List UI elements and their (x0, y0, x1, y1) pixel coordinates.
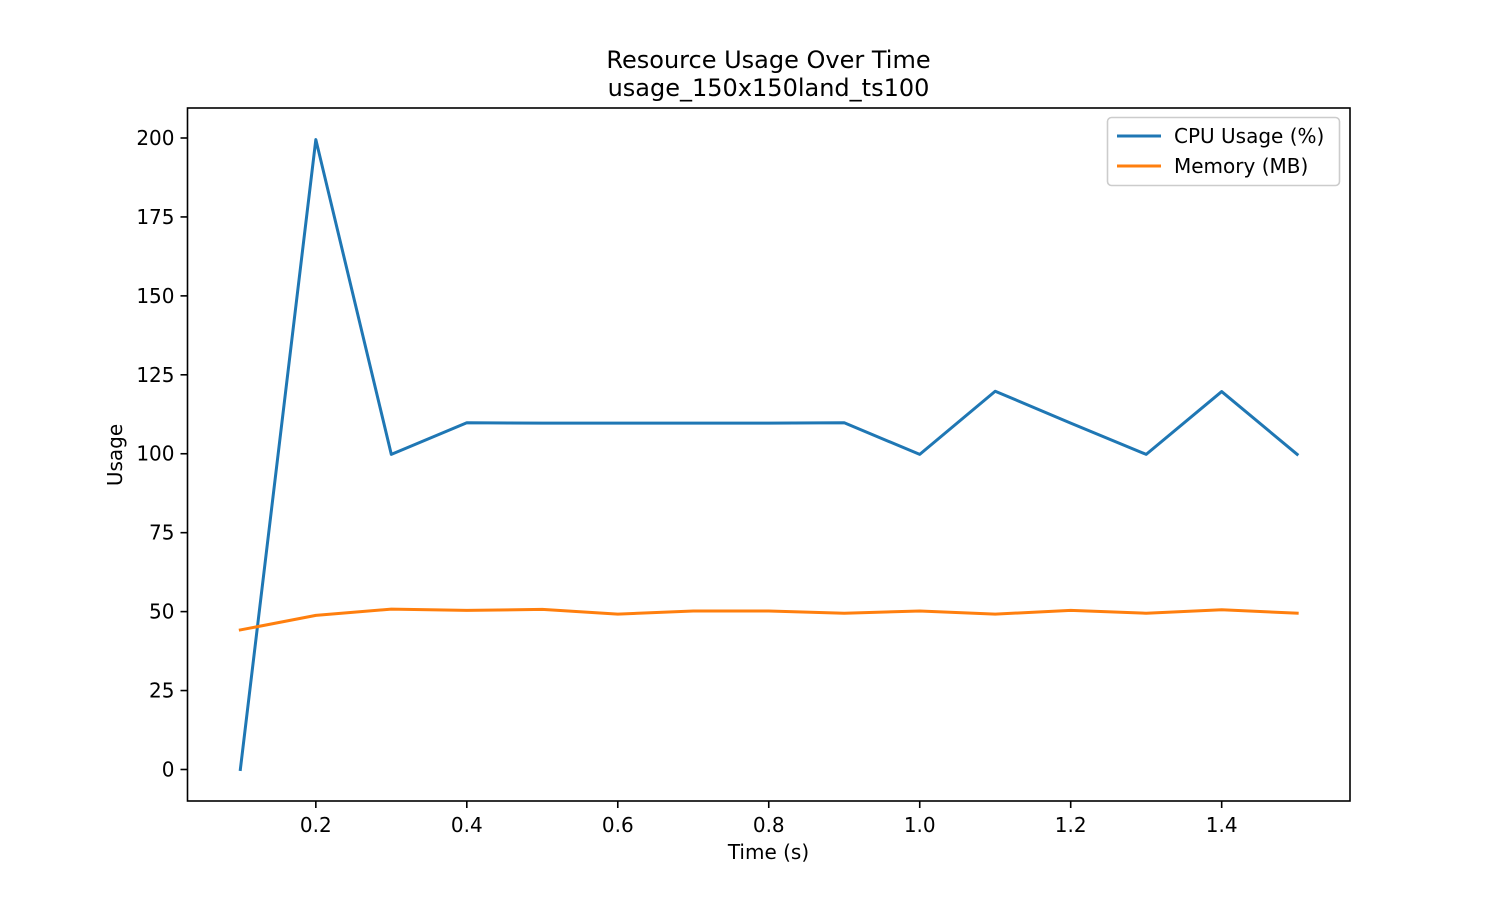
legend-label: Memory (MB) (1174, 154, 1308, 178)
x-tick-label: 1.2 (1055, 813, 1087, 837)
chart-title: Resource Usage Over Time (606, 46, 930, 74)
y-tick-label: 75 (149, 521, 174, 545)
y-tick-label: 50 (149, 600, 174, 624)
legend-label: CPU Usage (%) (1174, 124, 1324, 148)
y-tick-label: 175 (136, 205, 174, 229)
x-tick-label: 0.8 (753, 813, 785, 837)
y-tick-label: 125 (136, 363, 174, 387)
x-tick-label: 0.4 (451, 813, 483, 837)
x-tick-label: 1.4 (1206, 813, 1238, 837)
x-axis: 0.2 0.4 0.6 0.8 1.0 1.2 1.4 (300, 801, 1238, 837)
y-tick-label: 200 (136, 126, 174, 150)
series-group (238, 138, 1300, 772)
legend-box (1106, 116, 1341, 187)
y-tick-label: 25 (149, 679, 174, 703)
y-axis: 0 25 50 75 100 125 150 175 200 (136, 126, 188, 781)
chart-subtitle: usage_150x150land_ts100 (608, 74, 930, 102)
x-tick-label: 0.6 (602, 813, 634, 837)
plot-frame (186, 107, 1351, 802)
x-axis-label: Time (s) (727, 840, 809, 864)
x-tick-label: 1.0 (904, 813, 936, 837)
y-tick-label: 0 (162, 757, 175, 781)
legend: CPU Usage (%) Memory (MB) (1106, 116, 1341, 187)
series-line-cpu (238, 138, 1300, 772)
y-tick-label: 100 (136, 442, 174, 466)
y-tick-label: 150 (136, 284, 174, 308)
x-tick-label: 0.2 (300, 813, 332, 837)
plot-area (186, 107, 1351, 802)
series-line-memory (238, 607, 1299, 632)
y-axis-label: Usage (103, 424, 127, 486)
